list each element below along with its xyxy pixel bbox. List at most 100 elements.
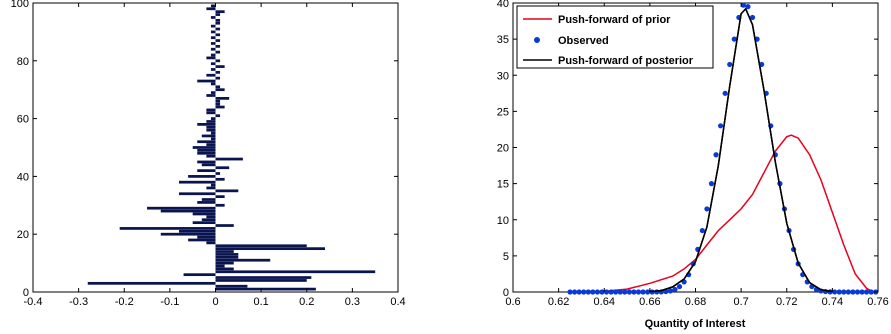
bar: [215, 255, 239, 259]
bar: [197, 235, 216, 239]
bar: [197, 160, 216, 164]
bar: [215, 27, 221, 31]
y-tick-label: 0: [23, 287, 29, 299]
bar: [210, 68, 216, 71]
legend-box: [516, 5, 714, 69]
bar: [210, 42, 216, 45]
observed-point: [622, 289, 628, 295]
y-tick-label: 35: [497, 34, 509, 46]
observed-point: [854, 289, 861, 295]
observed-point: [608, 289, 614, 295]
bar: [119, 227, 216, 230]
bar: [215, 10, 225, 14]
observed-point: [613, 289, 619, 295]
observed-point: [727, 61, 733, 68]
left-chart: -0.4 -0.3 -0.2 -0.1 0 0.1 0.2 0.3 0.4 0 20 40 60 80 1…: [11, 0, 406, 308]
x-tick-label: 0.4: [390, 296, 405, 308]
bar: [206, 94, 216, 97]
y-tick-label: 60: [17, 114, 29, 126]
observed-point: [859, 289, 865, 295]
bar: [197, 169, 216, 172]
observed-point: [708, 181, 715, 187]
x-tick-label: -0.1: [160, 296, 179, 308]
bar: [206, 7, 216, 11]
legend-observed-label: Observed: [558, 35, 609, 47]
bar: [215, 172, 221, 175]
observed-point: [841, 289, 847, 295]
posterior-line-overlay: [649, 7, 833, 293]
bar: [215, 44, 221, 48]
y-tick-label: 40: [497, 0, 509, 10]
observed-point: [745, 4, 751, 10]
bar: [215, 13, 221, 16]
x-tick-label: 0.1: [253, 296, 268, 308]
bar: [215, 195, 225, 199]
y-tick-label: 15: [497, 179, 509, 191]
bar: [206, 128, 216, 132]
bar: [215, 258, 271, 262]
bar: [215, 21, 221, 25]
observed-point: [590, 289, 596, 295]
observed-point: [850, 289, 856, 295]
bar: [197, 79, 216, 83]
bar: [215, 166, 230, 170]
observed-point: [567, 289, 573, 295]
bar: [215, 102, 221, 106]
bar: [210, 53, 216, 57]
y-tick-label: 20: [17, 229, 29, 241]
bar: [215, 99, 221, 103]
bar: [197, 123, 216, 126]
bar: [215, 85, 221, 89]
observed-point: [749, 14, 756, 21]
bar: [210, 47, 216, 51]
observed-point: [581, 289, 587, 295]
bar: [215, 276, 312, 279]
bar: [215, 224, 234, 227]
bar: [215, 18, 221, 22]
y-tick-label: 100: [11, 0, 29, 10]
bar: [188, 238, 216, 242]
bar: [201, 198, 216, 201]
bar: [215, 264, 225, 268]
observed-point: [599, 289, 605, 295]
x-tick-label: 0.62: [548, 296, 569, 308]
observed-point: [640, 289, 646, 295]
observed-point: [717, 123, 724, 129]
bar: [215, 70, 221, 74]
bar: [215, 203, 225, 207]
bar: [206, 215, 216, 219]
right-x-axis-title: Quantity of Interest: [645, 318, 746, 330]
x-tick-label: -0.2: [115, 296, 134, 308]
legend-posterior-label: Push-forward of posterior: [558, 55, 694, 67]
x-tick-label: 0.72: [776, 296, 797, 308]
bar: [206, 125, 216, 129]
bar: [210, 62, 216, 66]
bar: [215, 50, 221, 54]
bar: [188, 175, 216, 178]
bar: [197, 149, 216, 152]
bar: [183, 273, 216, 277]
bar: [160, 209, 216, 213]
bar: [215, 76, 221, 80]
y-tick-label: 5: [503, 251, 509, 263]
bar: [201, 163, 216, 167]
bar: [215, 189, 239, 193]
bar: [160, 232, 216, 236]
bar: [201, 218, 216, 222]
bar: [206, 56, 216, 60]
bar: [210, 36, 216, 40]
right-x-axis: 0.6 0.62 0.64 0.66 0.68 0.7 0.72 0.74 0.76: [505, 3, 889, 308]
bar: [210, 183, 216, 187]
bar: [215, 105, 225, 109]
series-line: [569, 134, 874, 293]
x-tick-label: 0.6: [505, 296, 520, 308]
right-chart: 0.6 0.62 0.64 0.66 0.68 0.7 0.72 0.74 0.76 0 5 10 1…: [497, 0, 889, 330]
bar: [215, 270, 376, 274]
y-tick-label: 40: [17, 171, 29, 183]
bar: [179, 192, 216, 196]
bar: [179, 229, 216, 233]
left-y-axis: 0 20 40 60 80 100: [11, 0, 398, 299]
bar: [215, 114, 221, 118]
bar: [192, 212, 216, 216]
